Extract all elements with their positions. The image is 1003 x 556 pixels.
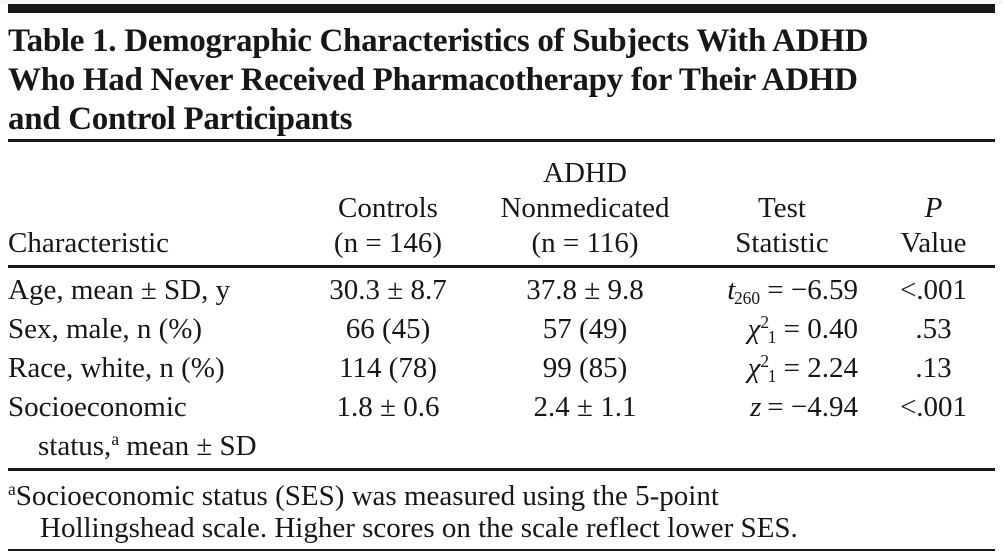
table-row-race: Race, white, n (%) 114 (78) 99 (85) χ21 … [8,349,995,388]
test-statistic: χ21 = 0.40 [692,310,872,349]
table-body: Age, mean ± SD, y 30.3 ± 8.7 37.8 ± 9.8 … [8,268,995,468]
footnote-marker-superscript: a [111,429,120,450]
stat-subscript: 1 [767,326,777,347]
header-divider-rule [8,265,995,268]
test-statistic: χ21 = 2.24 [692,349,872,388]
p-value: .13 [915,352,952,384]
row-characteristic: Age, mean ± SD, y [8,274,231,306]
test-statistic: z = −4.94 [692,388,872,466]
journal-table-figure: Table 1. Demographic Characteristics of … [0,4,1003,556]
footnote-line1: aSocioeconomic status (SES) was measured… [8,480,995,512]
header-nonmedicated-label: Nonmedicated [500,192,670,224]
table-header: ADHD Controls Nonmedicated Test P Charac… [8,142,995,265]
controls-value: 66 (45) [345,313,431,345]
row-characteristic-line2: status,a mean ± SD [8,430,257,462]
row-characteristic-line2-text: status, [38,430,112,462]
body-divider-rule [8,468,995,471]
header-controls-n: (n = 146) [333,227,443,259]
top-rule-thick [8,4,995,13]
table-row-socioeconomic: Socioeconomic status,a mean ± SD 1.8 ± 0… [8,388,995,466]
header-nonmedicated-n: (n = 116) [531,227,639,259]
table-title-line-2: Who Had Never Received Pharmacotherapy f… [8,62,858,98]
adhd-value: 57 (49) [542,313,628,345]
bottom-rule [8,549,995,551]
stat-letter: z [750,391,762,423]
p-value: <.001 [899,391,968,423]
stat-value: = −6.59 [760,274,858,306]
p-value: <.001 [899,274,968,306]
controls-value: 114 (78) [339,352,437,384]
table-footnote: aSocioeconomic status (SES) was measured… [8,471,995,549]
table-row-sex: Sex, male, n (%) 66 (45) 57 (49) χ21 = 0… [8,310,995,349]
row-characteristic: Sex, male, n (%) [8,313,203,345]
stat-subscript: 1 [767,365,777,386]
stat-value: = −4.94 [760,391,858,423]
footnote-line2: Hollingshead scale. Higher scores on the… [40,512,798,544]
adhd-value: 2.4 ± 1.1 [533,391,637,423]
header-spacer [8,156,298,191]
stat-subscript: 260 [733,287,761,308]
p-value: .53 [915,313,952,345]
header-spacer [8,191,298,226]
row-characteristic-line2-rest: mean ± SD [119,430,257,462]
header-value-label: Value [900,227,967,259]
header-spacer [872,156,995,191]
header-statistic-label: Statistic [735,227,829,259]
adhd-value: 99 (85) [542,352,628,384]
adhd-value: 37.8 ± 9.8 [526,274,644,306]
header-spacer [692,156,872,191]
footnote-line1-text: Socioeconomic status (SES) was measured … [15,480,719,512]
header-spacer [298,156,478,191]
test-statistic: t260 = −6.59 [692,271,872,310]
row-characteristic: Race, white, n (%) [8,352,225,384]
header-controls-label: Controls [338,192,438,224]
controls-value: 30.3 ± 8.7 [329,274,447,306]
table-title-line-3: and Control Participants [8,101,353,137]
stat-value: = 2.24 [776,352,858,384]
header-characteristic-label: Characteristic [8,227,170,259]
stat-superscript: 2 [760,312,770,333]
title-divider-rule [8,139,995,142]
header-test-label: Test [758,192,806,224]
footnote-marker: a [8,479,16,500]
stat-letter: χ [747,313,761,345]
row-characteristic-line1: Socioeconomic [8,391,187,423]
table-title: Table 1. Demographic Characteristics of … [8,22,995,139]
stat-letter: χ [747,352,761,384]
header-p-label: P [924,192,943,224]
controls-value: 1.8 ± 0.6 [336,391,440,423]
row-characteristic: Socioeconomic status,a mean ± SD [8,388,298,466]
stat-superscript: 2 [760,351,770,372]
stat-letter: t [727,274,736,306]
table-title-line-1: Table 1. Demographic Characteristics of … [8,23,869,59]
table-row-age: Age, mean ± SD, y 30.3 ± 8.7 37.8 ± 9.8 … [8,271,995,310]
stat-value: = 0.40 [776,313,858,345]
header-adhd-group-label: ADHD [543,157,627,189]
